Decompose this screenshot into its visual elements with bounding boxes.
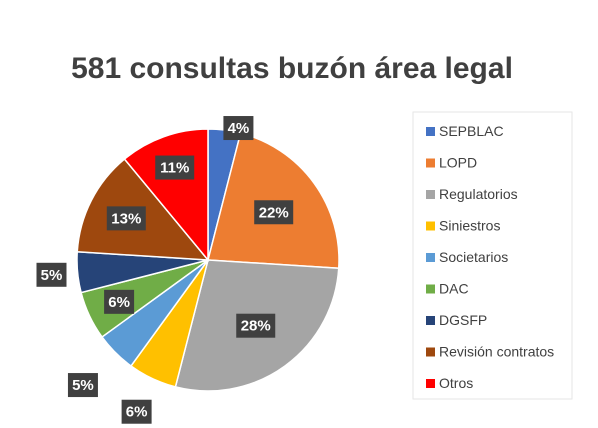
- legend-item-regulatorios: Regulatorios: [426, 186, 518, 202]
- data-label-lopd: 22%: [254, 200, 294, 225]
- data-label-box: [36, 262, 67, 287]
- legend-item-societarios: Societarios: [426, 249, 508, 265]
- legend-label: Revisión contratos: [439, 344, 554, 360]
- pie-slices: [76, 128, 340, 392]
- legend-label: LOPD: [439, 155, 477, 171]
- data-label-box: [104, 289, 135, 314]
- data-label-text: 6%: [126, 404, 148, 421]
- data-label-sepblac: 4%: [223, 116, 254, 141]
- data-label-dgsfp: 5%: [36, 262, 67, 287]
- data-label-otros: 11%: [155, 155, 195, 180]
- legend-swatch: [426, 127, 435, 136]
- data-label-box: [254, 200, 294, 225]
- data-label-box: [106, 206, 146, 231]
- legend-item-lopd: LOPD: [426, 155, 477, 171]
- data-label-text: 6%: [108, 294, 130, 311]
- legend-swatch: [426, 158, 435, 168]
- data-label-regulatorios: 28%: [236, 313, 276, 338]
- legend-item-revisión-contratos: Revisión contratos: [426, 344, 554, 360]
- data-label-box: [223, 116, 254, 141]
- legend-swatch: [426, 316, 435, 325]
- legend-label: DGSFP: [439, 312, 487, 328]
- data-label-box: [67, 373, 98, 398]
- legend-label: DAC: [439, 281, 469, 297]
- data-label-societarios: 5%: [67, 373, 98, 398]
- legend-label: Siniestros: [439, 218, 500, 234]
- legend-swatch: [426, 284, 435, 294]
- legend-swatch: [426, 221, 435, 231]
- legend-label: Otros: [439, 375, 473, 391]
- data-labels: 4% 22% 28% 6% 5% 6% 5% 13% 11%: [36, 116, 294, 424]
- data-label-box: [236, 313, 276, 338]
- legend-swatch: [426, 190, 435, 199]
- data-label-box: [155, 155, 195, 180]
- legend-swatch: [426, 379, 435, 388]
- data-label-text: 28%: [241, 318, 271, 335]
- data-label-box: [121, 399, 152, 424]
- legend-box: [412, 111, 573, 400]
- data-label-text: 5%: [72, 377, 94, 394]
- legend-item-otros: Otros: [426, 375, 473, 391]
- legend-swatch: [426, 347, 435, 357]
- legend-item-siniestros: Siniestros: [426, 218, 500, 234]
- data-label-siniestros: 6%: [121, 399, 152, 424]
- data-label-dac: 6%: [104, 289, 135, 314]
- legend-item-dgsfp: DGSFP: [426, 312, 487, 328]
- legend-swatch: [426, 253, 435, 262]
- data-label-text: 4%: [228, 120, 250, 137]
- chart-title: 581 consultas buzón área legal: [71, 52, 513, 85]
- data-label-text: 13%: [111, 210, 141, 227]
- legend-label: Societarios: [439, 249, 508, 265]
- legend-item-dac: DAC: [426, 281, 469, 297]
- data-label-text: 5%: [41, 267, 63, 284]
- data-label-text: 11%: [160, 160, 189, 177]
- data-label-text: 22%: [259, 204, 289, 221]
- legend-label: Regulatorios: [439, 186, 518, 202]
- legend-item-sepblac: SEPBLAC: [426, 123, 504, 139]
- data-label-revisión-contratos: 13%: [106, 206, 146, 231]
- legend: SEPBLAC LOPD Regulatorios Siniestros Societa…: [426, 123, 554, 391]
- legend-label: SEPBLAC: [439, 123, 504, 139]
